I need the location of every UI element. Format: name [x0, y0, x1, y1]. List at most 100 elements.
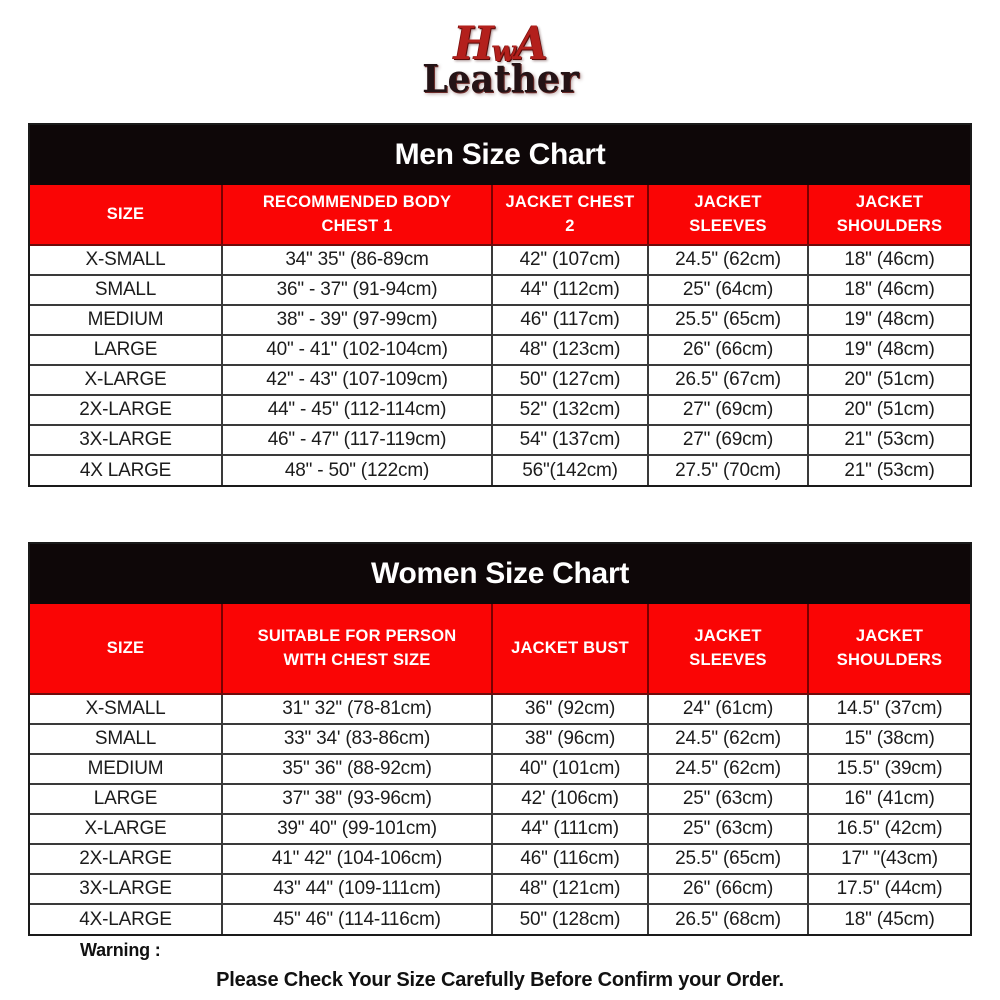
table-row: X-SMALL 31" 32" (78-81cm) 36" (92cm) 24" (6…: [30, 694, 970, 724]
cell-shoulders: 17" "(43cm): [807, 843, 970, 874]
cell-chest-size: 31" 32" (78-81cm): [221, 694, 492, 724]
brand-logo: HwA Leather: [0, 8, 1000, 112]
cell-jacket-bust: 46" (116cm): [491, 843, 648, 874]
men-chart-title: Men Size Chart: [30, 125, 970, 185]
cell-chest-size: 37" 38" (93-96cm): [221, 783, 492, 814]
cell-sleeves: 27" (69cm): [647, 394, 808, 425]
women-col-bust-l1: JACKET BUST: [511, 638, 629, 657]
men-col-sleeves-l2: SLEEVES: [689, 216, 767, 235]
women-col-shoulders-l2: SHOULDERS: [836, 650, 943, 669]
cell-chest-size: 35" 36" (88-92cm): [221, 753, 492, 784]
cell-jacket-chest: 54" (137cm): [491, 424, 648, 455]
cell-sleeves: 27" (69cm): [647, 424, 808, 455]
table-row: 2X-LARGE 41" 42" (104-106cm) 46" (116cm) 25…: [30, 843, 970, 874]
cell-sleeves: 24.5" (62cm): [647, 753, 808, 784]
cell-size: 2X-LARGE: [30, 843, 222, 874]
cell-jacket-chest: 42" (107cm): [491, 245, 648, 275]
men-size-chart: Men Size Chart SIZE RECOMMENDED BODY CHE…: [28, 123, 972, 487]
cell-body-chest: 46" - 47" (117-119cm): [221, 424, 492, 455]
cell-shoulders: 19" (48cm): [807, 304, 970, 335]
cell-body-chest: 34" 35" (86-89cm: [221, 245, 492, 275]
women-table-body: X-SMALL 31" 32" (78-81cm) 36" (92cm) 24" (6…: [30, 694, 970, 934]
warning-text: Please Check Your Size Carefully Before …: [216, 969, 784, 991]
men-col-jacket-sleeves: JACKET SLEEVES: [647, 185, 808, 246]
cell-jacket-chest: 44" (112cm): [491, 274, 648, 305]
cell-size: X-LARGE: [30, 364, 222, 395]
cell-shoulders: 19" (48cm): [807, 334, 970, 365]
table-row: X-LARGE 42" - 43" (107-109cm) 50" (127cm) 2…: [30, 364, 970, 395]
cell-size: LARGE: [30, 783, 222, 814]
cell-jacket-chest: 48" (123cm): [491, 334, 648, 365]
men-col-shoulders-l2: SHOULDERS: [836, 216, 943, 235]
women-col-jacket-sleeves: JACKET SLEEVES: [647, 604, 808, 695]
cell-jacket-chest: 52" (132cm): [491, 394, 648, 425]
cell-sleeves: 24" (61cm): [647, 694, 808, 724]
men-col-size-l1: SIZE: [106, 204, 145, 223]
cell-sleeves: 27.5" (70cm): [647, 454, 808, 485]
logo-letter-a: A: [514, 15, 548, 70]
logo-letter-h: H: [454, 15, 494, 70]
cell-shoulders: 15" (38cm): [807, 723, 970, 754]
cell-chest-size: 41" 42" (104-106cm): [221, 843, 492, 874]
cell-shoulders: 20" (51cm): [807, 394, 970, 425]
table-row: LARGE 40" - 41" (102-104cm) 48" (123cm) 26"…: [30, 334, 970, 365]
cell-shoulders: 21" (53cm): [807, 424, 970, 455]
cell-size: SMALL: [30, 723, 222, 754]
table-row: SMALL 33" 34' (83-86cm) 38" (96cm) 24.5" (6…: [30, 723, 970, 754]
cell-shoulders: 15.5" (39cm): [807, 753, 970, 784]
men-table-head: SIZE RECOMMENDED BODY CHEST 1 JACKET CHE…: [30, 185, 970, 246]
logo-leather-text: Leather: [421, 56, 579, 102]
cell-size: MEDIUM: [30, 304, 222, 335]
cell-sleeves: 24.5" (62cm): [647, 723, 808, 754]
cell-shoulders: 18" (46cm): [807, 245, 970, 275]
cell-sleeves: 25" (63cm): [647, 813, 808, 844]
men-col-chest-l1: JACKET CHEST: [505, 192, 635, 211]
cell-size: 4X LARGE: [30, 454, 222, 485]
cell-body-chest: 38" - 39" (97-99cm): [221, 304, 492, 335]
men-col-shoulders-l1: JACKET: [855, 192, 924, 211]
table-row: 3X-LARGE 43" 44" (109-111cm) 48" (121cm) 26…: [30, 873, 970, 904]
table-row: X-SMALL 34" 35" (86-89cm 42" (107cm) 24.5" …: [30, 245, 970, 275]
cell-size: 4X-LARGE: [30, 903, 222, 934]
table-row: 3X-LARGE 46" - 47" (117-119cm) 54" (137cm)…: [30, 424, 970, 455]
table-row: MEDIUM 35" 36" (88-92cm) 40" (101cm) 24.5" …: [30, 753, 970, 784]
cell-size: MEDIUM: [30, 753, 222, 784]
cell-sleeves: 25.5" (65cm): [647, 304, 808, 335]
men-col-jacket-shoulders: JACKET SHOULDERS: [807, 185, 970, 246]
men-col-jacket-chest: JACKET CHEST 2: [491, 185, 648, 246]
cell-size: X-LARGE: [30, 813, 222, 844]
women-col-sleeves-l1: JACKET: [694, 626, 762, 645]
cell-jacket-bust: 40" (101cm): [491, 753, 648, 784]
cell-body-chest: 36" - 37" (91-94cm): [221, 274, 492, 305]
cell-shoulders: 18" (45cm): [807, 903, 970, 934]
women-col-size-l1: SIZE: [106, 638, 145, 657]
women-table-head: SIZE SUITABLE FOR PERSON WITH CHEST SIZE…: [30, 604, 970, 695]
cell-chest-size: 33" 34' (83-86cm): [221, 723, 492, 754]
cell-jacket-chest: 56"(142cm): [491, 454, 648, 485]
cell-chest-size: 43" 44" (109-111cm): [221, 873, 492, 904]
cell-body-chest: 48" - 50" (122cm): [221, 454, 492, 485]
cell-size: 3X-LARGE: [30, 873, 222, 904]
men-table-body: X-SMALL 34" 35" (86-89cm 42" (107cm) 24.5" …: [30, 245, 970, 485]
cell-jacket-bust: 38" (96cm): [491, 723, 648, 754]
women-col-sleeves-l2: SLEEVES: [689, 650, 767, 669]
women-col-shoulders-l1: JACKET: [855, 626, 924, 645]
cell-jacket-chest: 46" (117cm): [491, 304, 648, 335]
men-col-body-l1: RECOMMENDED BODY: [262, 192, 452, 211]
cell-size: LARGE: [30, 334, 222, 365]
cell-jacket-bust: 44" (111cm): [491, 813, 648, 844]
cell-shoulders: 20" (51cm): [807, 364, 970, 395]
cell-sleeves: 25" (64cm): [647, 274, 808, 305]
warning-label: Warning :: [80, 940, 161, 960]
table-row: MEDIUM 38" - 39" (97-99cm) 46" (117cm) 25.5…: [30, 304, 970, 335]
women-chart-title: Women Size Chart: [30, 544, 970, 604]
women-col-size: SIZE: [30, 604, 222, 695]
men-col-body-l2: CHEST 1: [321, 216, 393, 235]
cell-sleeves: 24.5" (62cm): [647, 245, 808, 275]
logo-letter-w: w: [492, 33, 516, 69]
men-col-size: SIZE: [30, 185, 222, 246]
table-row: X-LARGE 39" 40" (99-101cm) 44" (111cm) 25" …: [30, 813, 970, 844]
logo-hwa-text: HwA: [454, 20, 548, 69]
cell-size: 3X-LARGE: [30, 424, 222, 455]
cell-sleeves: 26.5" (67cm): [647, 364, 808, 395]
